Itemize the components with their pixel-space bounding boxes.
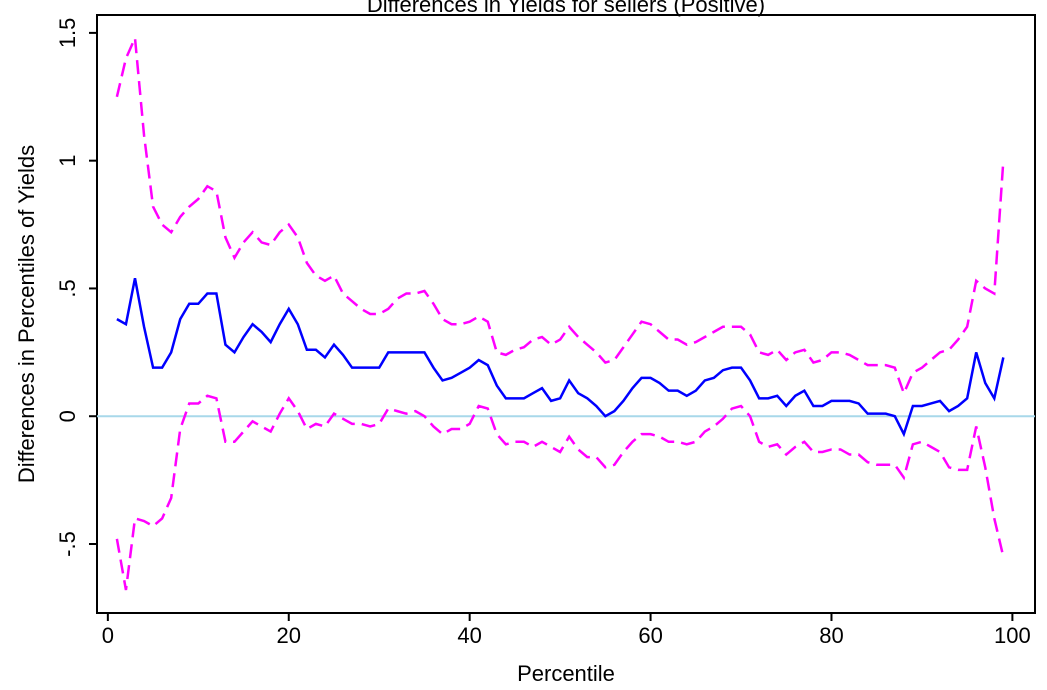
y-tick-label: .5 bbox=[55, 279, 80, 297]
plot-frame bbox=[96, 14, 1036, 614]
x-tick-label: 0 bbox=[102, 623, 114, 648]
x-tick-label: 60 bbox=[638, 623, 662, 648]
x-tick-label: 40 bbox=[457, 623, 481, 648]
y-tick-label: 1.5 bbox=[55, 18, 80, 49]
x-tick-label: 20 bbox=[277, 623, 301, 648]
series-line bbox=[115, 33, 1005, 397]
x-tick-label: 100 bbox=[994, 623, 1031, 648]
chart-title: Differences in Yields for sellers (Posit… bbox=[367, 0, 765, 17]
y-tick-label: 1 bbox=[55, 155, 80, 167]
y-axis-title: Differences in Percentiles of Yields bbox=[14, 145, 39, 483]
y-tick-label: 0 bbox=[55, 410, 80, 422]
series-line bbox=[116, 277, 1005, 438]
series-line bbox=[115, 394, 1005, 591]
y-tick-label: -.5 bbox=[55, 531, 80, 557]
x-tick-label: 80 bbox=[819, 623, 843, 648]
x-axis-title: Percentile bbox=[517, 661, 615, 686]
